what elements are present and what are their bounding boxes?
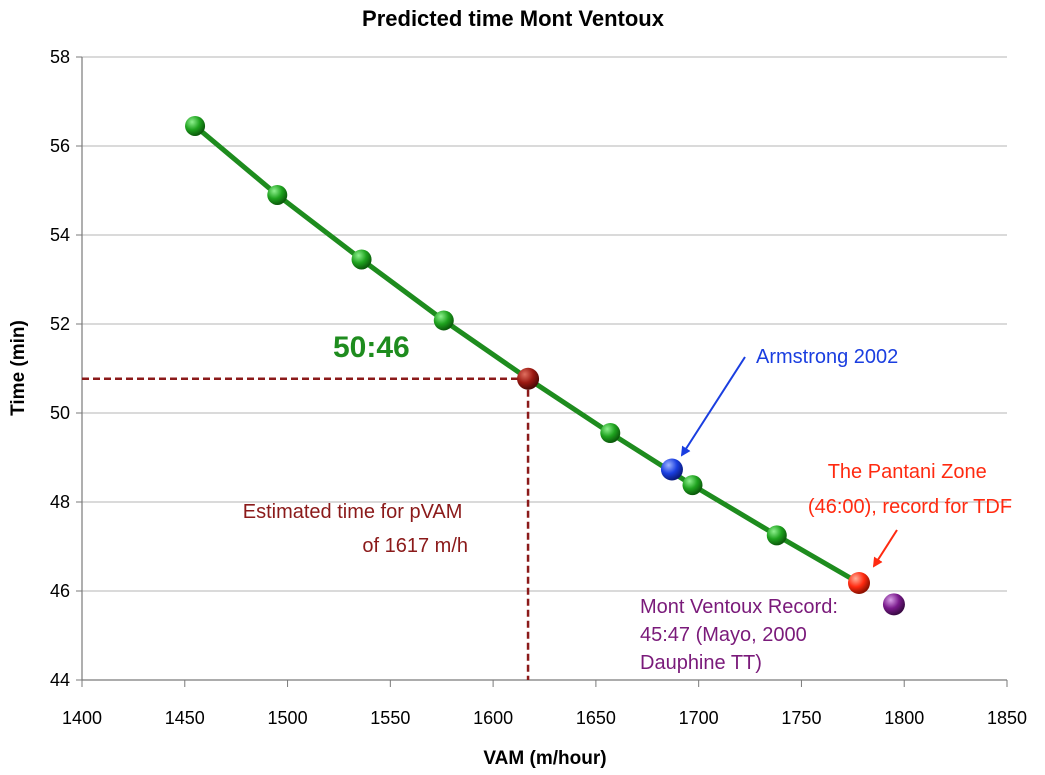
- y-tick-labels: 44 46 48 50 52 54 56 58: [50, 47, 70, 690]
- x-tick-label: 1550: [370, 708, 410, 728]
- x-tick-labels: 1400 1450 1500 1550 1600 1650 1700 1750 1800 1850: [62, 708, 1027, 728]
- annotation-estimate-line-1: Estimated time for pVAM: [243, 501, 463, 523]
- arrow-pantani: [872, 529, 898, 568]
- annotation-record-line-2: 45:47 (Mayo, 2000: [640, 624, 807, 646]
- annotation-estimate-description: Estimated time for pVAM of 1617 m/h: [243, 501, 468, 557]
- x-axis-label: VAM (m/hour): [483, 748, 606, 769]
- y-tick-label: 58: [50, 47, 70, 67]
- data-point: [351, 249, 372, 270]
- y-tick-label: 56: [50, 136, 70, 156]
- x-tick-label: 1700: [679, 708, 719, 728]
- highlight-point-pantani: [848, 571, 870, 594]
- x-tick-label: 1800: [884, 708, 924, 728]
- x-tick-label: 1450: [165, 708, 205, 728]
- data-point: [185, 115, 206, 136]
- x-tick-label: 1750: [781, 708, 821, 728]
- data-point: [682, 475, 703, 496]
- arrow-armstrong: [680, 356, 746, 457]
- chart-title: Predicted time Mont Ventoux: [362, 6, 665, 31]
- x-tick-label: 1400: [62, 708, 102, 728]
- data-point: [433, 310, 454, 331]
- annotation-record-line-1: Mont Ventoux Record:: [640, 596, 838, 618]
- highlight-point-record: [882, 593, 905, 616]
- data-point: [600, 423, 621, 444]
- x-tick-label: 1600: [473, 708, 513, 728]
- data-points: [185, 115, 869, 593]
- reference-lines: [82, 377, 530, 680]
- x-tick-label: 1650: [576, 708, 616, 728]
- x-tick-label: 1500: [268, 708, 308, 728]
- x-tick-label: 1850: [987, 708, 1027, 728]
- annotation-estimate-line-2: of 1617 m/h: [362, 535, 468, 557]
- data-point: [267, 184, 288, 205]
- y-tick-label: 50: [50, 403, 70, 423]
- y-tick-label: 44: [50, 670, 70, 690]
- gridlines: [82, 56, 1007, 592]
- annotation-pantani-line-2: (46:00), record for TDF: [808, 496, 1012, 518]
- axes: [76, 56, 1008, 687]
- data-point: [766, 525, 787, 546]
- annotation-pantani-line-1: The Pantani Zone: [828, 461, 987, 483]
- annotation-mont-ventoux-record: Mont Ventoux Record: 45:47 (Mayo, 2000 D…: [640, 596, 843, 674]
- y-tick-label: 46: [50, 581, 70, 601]
- annotation-pantani-zone: The Pantani Zone (46:00), record for TDF: [808, 461, 1012, 518]
- highlight-points: [517, 367, 905, 616]
- y-tick-label: 52: [50, 314, 70, 334]
- y-tick-label: 48: [50, 492, 70, 512]
- highlight-point-armstrong: [660, 458, 683, 481]
- y-tick-label: 54: [50, 225, 70, 245]
- annotation-estimate-value: 50:46: [333, 331, 410, 364]
- annotation-armstrong: Armstrong 2002: [756, 346, 898, 368]
- annotation-record-line-3: Dauphine TT): [640, 652, 762, 674]
- y-axis-label: Time (min): [8, 320, 29, 416]
- highlight-point-estimate: [517, 367, 540, 390]
